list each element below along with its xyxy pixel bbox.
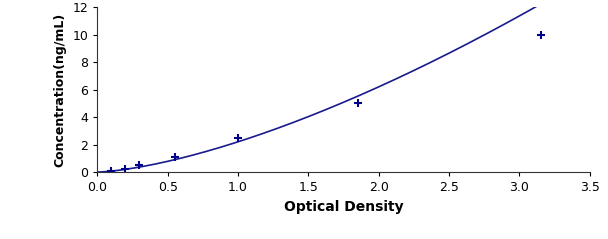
X-axis label: Optical Density: Optical Density <box>284 200 403 214</box>
Y-axis label: Concentration(ng/mL): Concentration(ng/mL) <box>54 12 67 167</box>
